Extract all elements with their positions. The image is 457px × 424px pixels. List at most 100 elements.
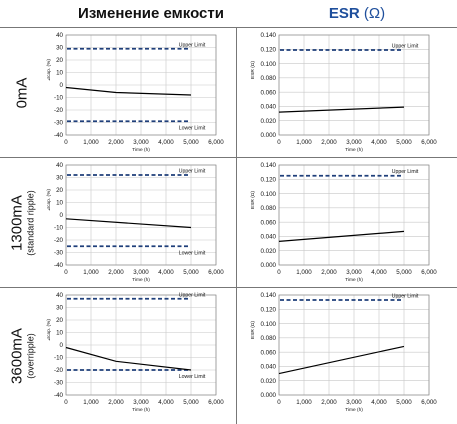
x-tick-label: 0 <box>64 399 68 406</box>
y-axis-label: ESR (Ω) <box>250 321 256 339</box>
x-tick-label: 3,000 <box>133 269 149 276</box>
upper-limit-label: Upper Limit <box>179 292 206 298</box>
x-tick-label: 3,000 <box>133 399 149 406</box>
x-tick-label: 3,000 <box>346 139 362 146</box>
y-tick-label: 0.020 <box>261 118 277 125</box>
y-tick-label: -30 <box>54 380 64 387</box>
x-axis-label: Time (h) <box>132 407 150 413</box>
y-tick-label: 30 <box>56 175 63 182</box>
y-tick-label: 30 <box>56 45 63 52</box>
y-tick-label: 40 <box>56 292 63 299</box>
series-line <box>65 346 192 371</box>
y-tick-label: 0.040 <box>261 234 277 241</box>
x-tick-label: 5,000 <box>183 399 199 406</box>
x-tick-label: 0 <box>277 399 281 406</box>
y-tick-label: 0.060 <box>261 219 277 226</box>
capacitance-change-header: Изменение емкости <box>78 5 224 22</box>
series-line <box>278 345 405 375</box>
y-tick-label: 0 <box>60 82 64 89</box>
chart-esr-0: 0.140 0.120 0.100 0.080 0.060 0.040 0.020 0.000… <box>250 32 437 153</box>
row-divider-1 <box>0 157 457 158</box>
y-tick-label: -20 <box>54 237 64 244</box>
esr-header: ESR (Ω) <box>282 5 432 22</box>
plot-frame <box>65 294 217 396</box>
x-axis-label: Time (h) <box>345 277 363 283</box>
x-tick-label: 2,000 <box>321 399 337 406</box>
x-tick-label: 1,000 <box>83 139 99 146</box>
x-tick-label: 4,000 <box>371 269 387 276</box>
y-tick-label: 0.080 <box>261 335 277 342</box>
y-tick-label: 10 <box>56 200 63 207</box>
x-tick-label: 1,000 <box>296 139 312 146</box>
esr-header-unit: (Ω) <box>363 5 386 22</box>
upper-limit-label: Upper Limit <box>179 42 206 48</box>
upper-limit-label: Upper Limit <box>179 169 206 175</box>
x-axis-label: Time (h) <box>345 407 363 413</box>
y-axis-label: ESR (Ω) <box>250 191 256 209</box>
x-tick-label: 6,000 <box>208 269 224 276</box>
x-tick-label: 2,000 <box>108 269 124 276</box>
x-axis-label: Time (h) <box>132 277 150 283</box>
y-tick-label: 0.060 <box>261 349 277 356</box>
y-tick-label: 40 <box>56 162 63 169</box>
x-tick-label: 0 <box>277 139 281 146</box>
y-tick-label: 0.040 <box>261 104 277 111</box>
x-tick-label: 1,000 <box>296 269 312 276</box>
x-tick-label: 4,000 <box>371 399 387 406</box>
x-tick-label: 5,000 <box>183 139 199 146</box>
x-tick-label: 4,000 <box>158 269 174 276</box>
x-tick-label: 0 <box>64 269 68 276</box>
x-tick-label: 0 <box>64 139 68 146</box>
y-tick-label: 10 <box>56 70 63 77</box>
y-tick-label: 20 <box>56 187 63 194</box>
y-tick-label: -20 <box>54 367 64 374</box>
y-tick-label: 0.020 <box>261 248 277 255</box>
x-tick-label: 1,000 <box>83 269 99 276</box>
x-tick-label: 3,000 <box>133 139 149 146</box>
y-axis-label: ⊿cap. (%) <box>46 59 52 81</box>
series-line <box>278 106 405 113</box>
y-axis-label: ⊿cap. (%) <box>46 189 52 211</box>
y-tick-label: 0.000 <box>261 392 277 399</box>
y-tick-label: 0.140 <box>261 162 277 169</box>
y-tick-label: 20 <box>56 57 63 64</box>
y-tick-label: 0.060 <box>261 89 277 96</box>
y-tick-label: 0.120 <box>261 176 277 183</box>
lower-limit-label: Lower Limit <box>179 125 206 131</box>
y-tick-label: 0.140 <box>261 292 277 299</box>
chart-esr-1: 0.140 0.120 0.100 0.080 0.060 0.040 0.020 0.000… <box>250 162 437 283</box>
top-rule <box>0 27 457 28</box>
x-tick-label: 5,000 <box>396 269 412 276</box>
y-tick-label: 0.080 <box>261 75 277 82</box>
x-tick-label: 0 <box>277 269 281 276</box>
series-line <box>65 218 192 229</box>
y-tick-label: -30 <box>54 120 64 127</box>
x-tick-label: 6,000 <box>421 269 437 276</box>
y-tick-label: 0.120 <box>261 46 277 53</box>
upper-limit-label: Upper Limit <box>392 169 419 175</box>
upper-limit-label: Upper Limit <box>392 44 419 50</box>
upper-limit-label: Upper Limit <box>392 294 419 300</box>
y-tick-label: 0 <box>60 212 64 219</box>
y-tick-label: -30 <box>54 250 64 257</box>
x-tick-label: 2,000 <box>321 269 337 276</box>
x-tick-label: 5,000 <box>396 139 412 146</box>
x-tick-label: 1,000 <box>296 399 312 406</box>
row-divider-2 <box>0 287 457 288</box>
x-tick-label: 6,000 <box>421 399 437 406</box>
y-tick-label: 0.100 <box>261 191 277 198</box>
x-tick-label: 4,000 <box>158 399 174 406</box>
x-tick-label: 1,000 <box>83 399 99 406</box>
x-tick-label: 5,000 <box>183 269 199 276</box>
y-tick-label: 0 <box>60 342 64 349</box>
y-tick-label: -40 <box>54 262 64 269</box>
y-tick-label: 0.100 <box>261 61 277 68</box>
x-tick-label: 6,000 <box>208 399 224 406</box>
plot-frame <box>278 164 430 266</box>
x-tick-label: 5,000 <box>396 399 412 406</box>
y-tick-label: 0.140 <box>261 32 277 39</box>
series-line <box>278 230 405 242</box>
